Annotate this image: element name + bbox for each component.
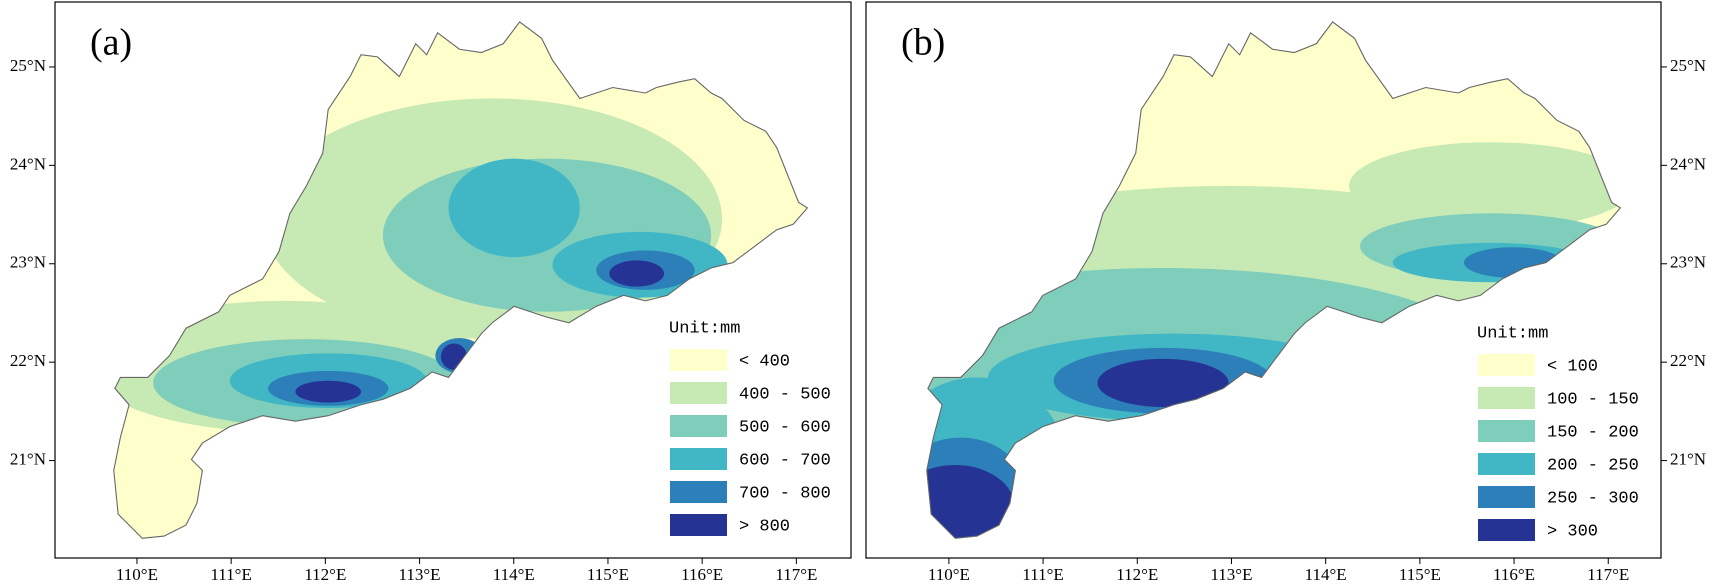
contours (926, 21, 1621, 539)
x-tick-label: 110°E (116, 565, 158, 584)
legend-label: < 400 (739, 352, 790, 371)
y-tick-label: 22°N (1670, 351, 1706, 370)
legend-label: 700 - 800 (739, 484, 831, 503)
x-tick-label: 114°E (493, 565, 535, 584)
y-tick-label: 22°N (10, 351, 46, 370)
y-tick-label: 24°N (1670, 154, 1706, 173)
legend-swatch (1478, 354, 1535, 376)
contour-band (926, 464, 1016, 539)
x-tick-label: 117°E (775, 565, 817, 584)
panel-frame (865, 1, 1662, 559)
x-tick-label: 117°E (1587, 565, 1629, 584)
y-tick-label: 25°N (1670, 56, 1706, 75)
legend-swatch (670, 448, 727, 470)
legend-label: > 800 (739, 517, 790, 536)
legend-swatch (1478, 420, 1535, 442)
contour-band (609, 260, 665, 287)
contour-band (1349, 142, 1621, 230)
legend-swatch (670, 349, 727, 371)
y-tick-label: 24°N (10, 154, 46, 173)
y-tick-label: 21°N (10, 449, 46, 468)
x-tick-label: 115°E (587, 565, 629, 584)
legend-swatch (1478, 453, 1535, 475)
legend-swatch (1478, 486, 1535, 508)
x-tick-label: 116°E (681, 565, 723, 584)
contour-band (295, 380, 362, 403)
contours (113, 21, 808, 539)
legend-label: 100 - 150 (1547, 390, 1639, 409)
legend-swatch (670, 382, 727, 404)
x-tick-label: 111°E (210, 565, 251, 584)
x-tick-label: 113°E (399, 565, 441, 584)
x-tick-label: 115°E (1399, 565, 1441, 584)
legend-label: 400 - 500 (739, 385, 831, 404)
legend-label: 600 - 700 (739, 451, 831, 470)
legend-swatch (1478, 387, 1535, 409)
y-tick-label: 23°N (10, 253, 46, 272)
legend-label: < 100 (1547, 357, 1598, 376)
legend-title: Unit:mm (1477, 324, 1548, 343)
legend-title: Unit:mm (669, 319, 740, 338)
y-tick-label: 25°N (10, 56, 46, 75)
legend-label: 250 - 300 (1547, 489, 1639, 508)
legend-swatch (670, 481, 727, 503)
y-tick-label: 21°N (1670, 449, 1706, 468)
x-tick-label: 116°E (1493, 565, 1535, 584)
legend-label: > 300 (1547, 522, 1598, 541)
legend-swatch (1478, 519, 1535, 541)
x-tick-label: 110°E (928, 565, 970, 584)
x-tick-label: 112°E (1116, 565, 1158, 584)
panel-label: (a) (90, 22, 132, 64)
x-tick-label: 114°E (1305, 565, 1347, 584)
legend-label: 150 - 200 (1547, 423, 1639, 442)
map-b (926, 21, 1621, 539)
legend-label: 500 - 600 (739, 418, 831, 437)
contour-band (440, 343, 468, 370)
panel-frame (54, 1, 852, 559)
y-tick-label: 23°N (1670, 253, 1706, 272)
panel-label: (b) (901, 22, 945, 64)
map-a (113, 21, 808, 539)
x-tick-label: 112°E (304, 565, 346, 584)
x-tick-label: 113°E (1210, 565, 1252, 584)
x-tick-label: 111°E (1022, 565, 1063, 584)
legend-label: 200 - 250 (1547, 456, 1639, 475)
legend-swatch (670, 415, 727, 437)
contour-band (448, 158, 580, 258)
contour-band (1097, 358, 1229, 407)
legend-swatch (670, 514, 727, 536)
